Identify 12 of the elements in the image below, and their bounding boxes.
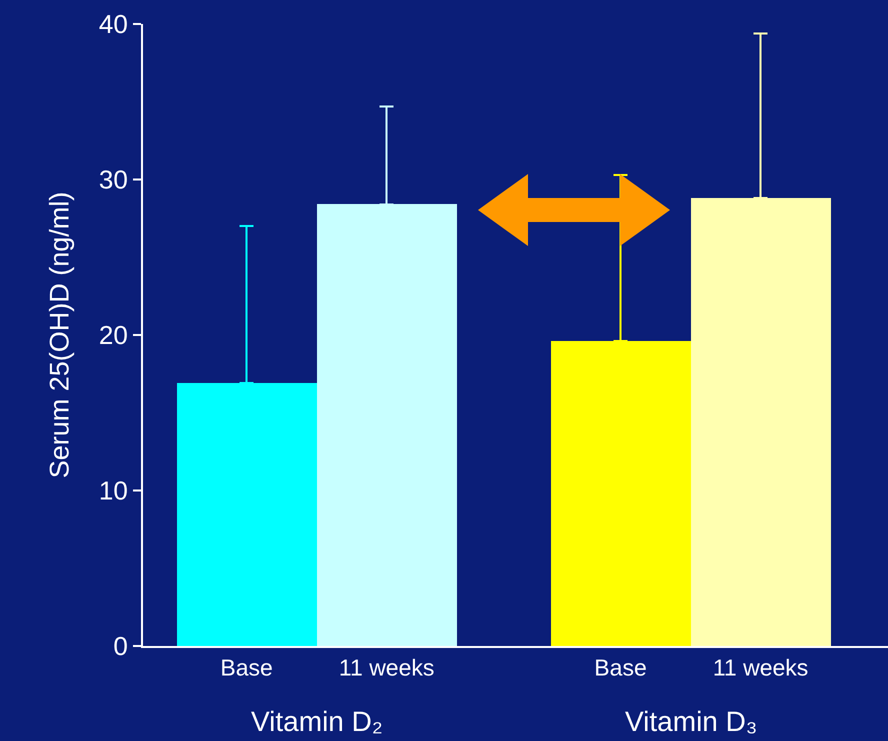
x-tick-label: 11 weeks <box>338 654 434 681</box>
text: Vitamin D₂ <box>251 706 383 737</box>
y-tick-label: 20 <box>98 320 128 350</box>
y-tick-label: 30 <box>98 164 128 195</box>
x-tick-label: 11 weeks <box>712 654 808 681</box>
y-tick-label: 10 <box>98 476 128 506</box>
x-tick-label: Base <box>594 654 647 681</box>
y-axis-title: Serum 25(OH)D (ng/ml) <box>44 192 74 478</box>
x-tick-label: Base <box>220 654 273 681</box>
text: Vitamin D₃ <box>625 706 758 737</box>
y-tick-label: 40 <box>98 9 128 40</box>
y-tick-label: 0 <box>113 631 128 662</box>
